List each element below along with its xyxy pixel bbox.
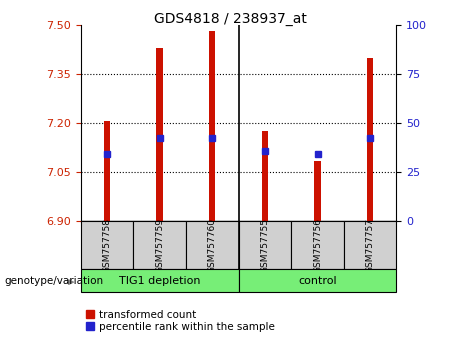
Legend: transformed count, percentile rank within the sample: transformed count, percentile rank withi… bbox=[86, 310, 275, 332]
Bar bbox=[344, 221, 396, 269]
Text: GSM757760: GSM757760 bbox=[208, 218, 217, 273]
Bar bbox=[314, 161, 321, 221]
Bar bbox=[239, 221, 291, 269]
Bar bbox=[81, 221, 133, 269]
Text: GSM757757: GSM757757 bbox=[366, 218, 375, 273]
Bar bbox=[262, 131, 268, 221]
Text: GDS4818 / 238937_at: GDS4818 / 238937_at bbox=[154, 12, 307, 27]
Bar bbox=[81, 269, 239, 292]
Bar bbox=[291, 221, 344, 269]
Text: GSM757755: GSM757755 bbox=[260, 218, 269, 273]
Bar bbox=[133, 221, 186, 269]
Bar bbox=[104, 121, 110, 221]
Text: GSM757759: GSM757759 bbox=[155, 218, 164, 273]
Bar bbox=[209, 31, 215, 221]
Bar bbox=[367, 57, 373, 221]
Bar bbox=[156, 48, 163, 221]
Text: control: control bbox=[298, 275, 337, 286]
Text: genotype/variation: genotype/variation bbox=[5, 276, 104, 286]
Text: GSM757758: GSM757758 bbox=[102, 218, 112, 273]
Bar bbox=[186, 221, 239, 269]
Text: GSM757756: GSM757756 bbox=[313, 218, 322, 273]
Bar bbox=[239, 269, 396, 292]
Text: TIG1 depletion: TIG1 depletion bbox=[119, 275, 201, 286]
